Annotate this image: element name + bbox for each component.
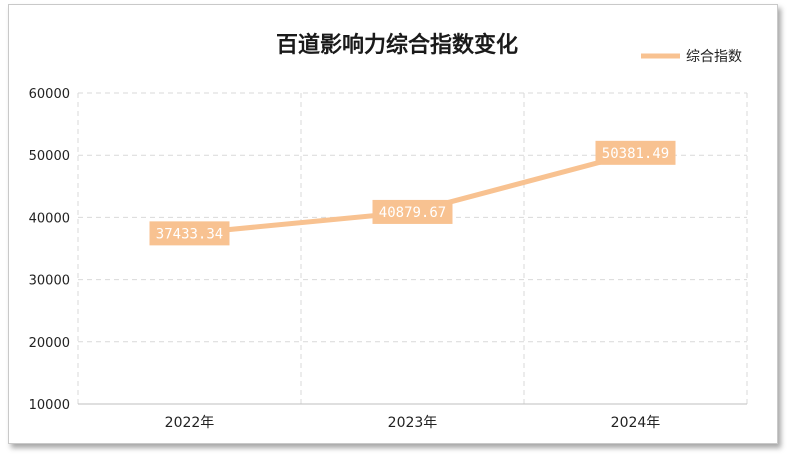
- legend-label: 综合指数: [686, 49, 742, 65]
- chart-frame: [8, 4, 778, 444]
- data-label: 50381.49: [602, 146, 669, 162]
- y-tick-label: 50000: [29, 149, 70, 164]
- x-tick-label: 2023年: [388, 415, 438, 431]
- y-tick-label: 30000: [29, 274, 70, 289]
- data-label-bg: [595, 140, 676, 165]
- data-label: 40879.67: [379, 205, 446, 221]
- data-label-bg: [372, 199, 453, 224]
- y-tick-label: 20000: [29, 336, 70, 351]
- y-axis: 10000 20000 30000 40000 50000 60000: [29, 87, 70, 413]
- x-tick-label: 2022年: [165, 415, 215, 431]
- x-tick-label: 2024年: [611, 415, 661, 431]
- data-label: 37433.34: [156, 226, 223, 242]
- y-tick-label: 60000: [29, 87, 70, 102]
- gridlines: [77, 92, 748, 404]
- y-tick-label: 40000: [29, 211, 70, 226]
- x-axis: 2022年 2023年 2024年: [78, 403, 747, 431]
- chart-title: 百道影响力综合指数变化: [276, 32, 518, 58]
- data-labels: 37433.34 40879.67 50381.49: [149, 140, 676, 246]
- y-tick-label: 10000: [29, 398, 70, 413]
- data-label-bg: [149, 221, 230, 246]
- legend: 综合指数: [641, 49, 742, 65]
